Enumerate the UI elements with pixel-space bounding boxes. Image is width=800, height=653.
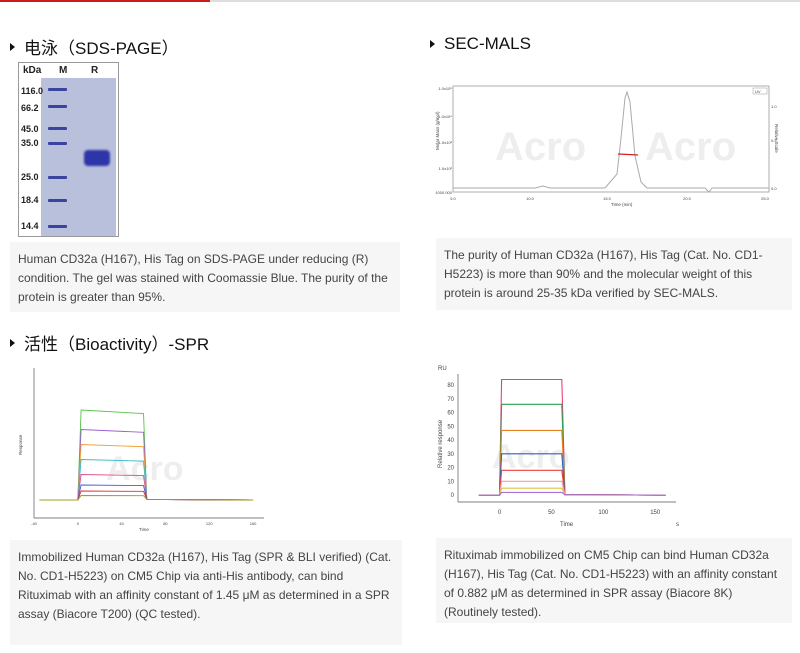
sec-mals-chart: Acro Acro UV Molar Mass (g/mol) Relative… <box>435 85 779 207</box>
watermark: Acro <box>645 125 736 169</box>
marker-band <box>48 88 67 91</box>
x-tick: 120 <box>206 521 213 526</box>
y2-tick: 1.0 <box>771 104 777 109</box>
mw-label: 45.0 <box>21 124 39 134</box>
x-tick: 15.0 <box>603 196 612 201</box>
x-tick: 0 <box>498 510 502 516</box>
y-tick: 10 <box>447 479 454 485</box>
x-tick: 25.0 <box>761 196 770 201</box>
mw-label: 18.4 <box>21 195 39 205</box>
y-tick: 80 <box>447 383 454 389</box>
sds-card: 电泳（SDS-PAGE） <box>0 20 400 315</box>
marker-band <box>48 176 67 179</box>
gel-lanes <box>41 78 116 236</box>
x-tick: 5.0 <box>450 196 456 201</box>
sensorgram-series <box>478 491 666 496</box>
x-tick: 50 <box>548 510 555 516</box>
sec-caption: The purity of Human CD32a (H167), His Ta… <box>436 238 792 310</box>
mw-label: 25.0 <box>21 172 39 182</box>
marker-band <box>48 225 67 228</box>
mw-label: 116.0 <box>21 86 44 96</box>
legend-box <box>752 87 768 95</box>
y-tick: 50 <box>447 424 454 430</box>
x-tick: 100 <box>598 510 609 516</box>
gel-kda-label: kDa <box>23 65 42 76</box>
y-tick: 20 <box>447 466 454 472</box>
y-tick: 40 <box>447 438 454 444</box>
spr-chart-2: Acro RU Relative response Time s 80 70 60 5… <box>438 366 679 528</box>
top-divider-accent <box>0 0 210 2</box>
x-axis-label: Time (min) <box>611 202 633 207</box>
y-tick: 1.0x10³ <box>439 140 453 145</box>
y-tick: 1.0x10² <box>439 166 453 171</box>
watermark: Acro <box>495 125 586 169</box>
y-axis-label: Molar Mass (g/mol) <box>435 111 440 150</box>
x-tick: 80 <box>163 521 168 526</box>
gel-header: kDa M R <box>19 63 118 79</box>
legend-text: UV <box>755 89 761 94</box>
x-unit-label: s <box>676 522 679 528</box>
marker-band <box>48 127 67 130</box>
y2-axis-label: Relative Scale <box>774 124 779 153</box>
y2-tick: 0.0 <box>771 186 777 191</box>
y-tick: 1.0x10⁵ <box>438 86 452 91</box>
marker-band <box>48 199 67 202</box>
y-tick: 1000.000 <box>435 190 452 195</box>
x-axis-label: Time <box>139 527 149 532</box>
y-tick: 70 <box>447 397 454 403</box>
y-tick: 30 <box>447 452 454 458</box>
bullet-triangle-icon <box>430 40 435 48</box>
y2-tick: 0.5 <box>771 138 777 143</box>
y-tick: 60 <box>447 411 454 417</box>
spr-title: 活性（Bioactivity）-SPR <box>10 330 209 355</box>
y-tick: 1.0x10⁴ <box>438 114 452 119</box>
sensorgram-series <box>39 495 254 501</box>
uv-trace <box>453 90 769 193</box>
marker-band <box>48 142 67 145</box>
spr-caption-2: Rituximab immobilized on CM5 Chip can bi… <box>436 538 792 623</box>
x-tick: 40 <box>119 521 124 526</box>
sds-gel-image: kDa M R 116.0 66.2 45.0 35.0 25.0 18.4 1… <box>18 62 119 237</box>
gel-m-label: M <box>59 65 68 76</box>
y-axis-label: Relative response <box>438 419 444 468</box>
x-tick: 10.0 <box>526 196 535 201</box>
top-divider <box>0 0 800 2</box>
sec-title: SEC-MALS <box>430 34 531 54</box>
bullet-triangle-icon <box>10 42 15 51</box>
y-axis-label: Response <box>18 434 23 455</box>
x-tick: 20.0 <box>683 196 692 201</box>
sds-caption: Human CD32a (H167), His Tag on SDS-PAGE … <box>10 242 400 312</box>
marker-band <box>48 105 67 108</box>
bullet-triangle-icon <box>10 338 15 347</box>
sample-band <box>84 150 110 166</box>
watermark: Acro <box>492 438 569 476</box>
x-tick: 0 <box>77 521 80 526</box>
x-tick: 160 <box>250 521 257 526</box>
y-tick: 0 <box>451 493 455 499</box>
sensorgram-series <box>478 487 666 496</box>
spr-caption-1: Immobilized Human CD32a (H167), His Tag … <box>10 540 402 645</box>
x-tick: -40 <box>31 521 38 526</box>
molar-mass-trace <box>617 153 639 156</box>
x-tick: 150 <box>650 510 661 516</box>
mw-label: 14.4 <box>21 221 39 231</box>
y-unit-label: RU <box>438 366 447 372</box>
spr-chart-1: Acro Response Time -40 0 40 80 120 160 <box>18 368 264 532</box>
x-axis-label: Time <box>560 522 574 528</box>
plot-frame <box>452 85 770 193</box>
gel-r-label: R <box>91 65 99 76</box>
mw-label: 35.0 <box>21 138 39 148</box>
mw-label: 66.2 <box>21 103 39 113</box>
sds-title: 电泳（SDS-PAGE） <box>10 34 179 59</box>
